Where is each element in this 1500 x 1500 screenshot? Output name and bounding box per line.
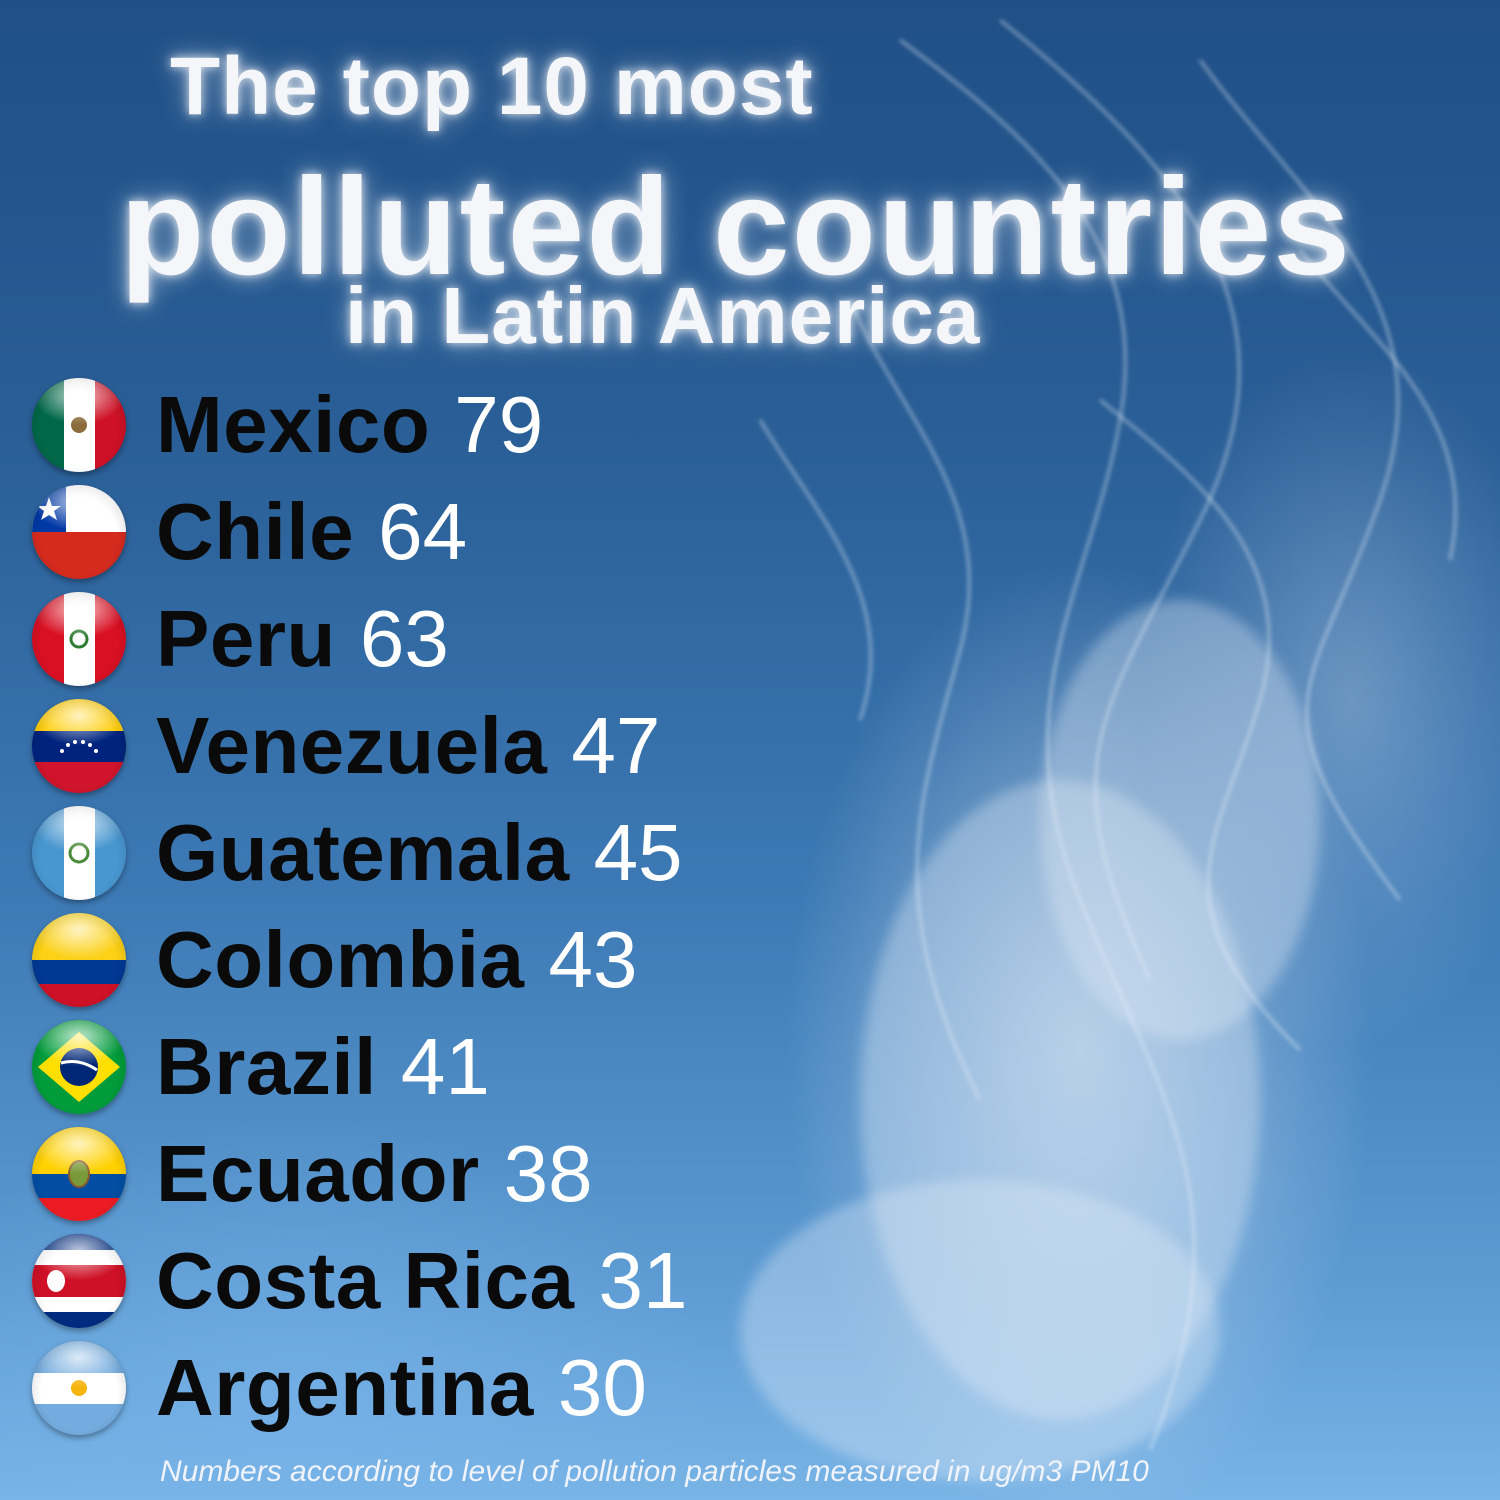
country-name: Argentina — [156, 1343, 534, 1432]
country-name: Venezuela — [156, 701, 548, 790]
country-value: 47 — [571, 701, 661, 790]
country-value: 43 — [548, 915, 638, 1004]
country-name: Mexico — [156, 380, 431, 469]
chile-flag-icon — [32, 485, 126, 579]
country-value: 64 — [378, 487, 468, 576]
country-value: 38 — [503, 1129, 593, 1218]
country-row-brazil: Brazil 41 — [32, 1017, 490, 1117]
country-name: Brazil — [156, 1022, 377, 1111]
country-row-argentina: Argentina 30 — [32, 1338, 647, 1438]
guatemala-flag-icon — [32, 806, 126, 900]
footnote: Numbers according to level of pollution … — [160, 1455, 1149, 1488]
country-name: Chile — [156, 487, 355, 576]
mexico-flag-icon — [32, 378, 126, 472]
country-row-mexico: Mexico 79 — [32, 375, 543, 475]
costa-rica-flag-icon — [32, 1234, 126, 1328]
peru-flag-icon — [32, 592, 126, 686]
title-line-3: in Latin America — [345, 271, 981, 360]
country-row-ecuador: Ecuador 38 — [32, 1124, 593, 1224]
argentina-flag-icon — [32, 1341, 126, 1435]
country-row-peru: Peru 63 — [32, 589, 449, 689]
title-line-1: The top 10 most — [170, 41, 814, 132]
country-value: 63 — [359, 594, 449, 683]
country-name: Ecuador — [156, 1129, 480, 1218]
brazil-flag-icon — [32, 1020, 126, 1114]
country-row-colombia: Colombia 43 — [32, 910, 637, 1010]
venezuela-flag-icon — [32, 699, 126, 793]
country-name: Peru — [156, 594, 336, 683]
country-value: 79 — [454, 380, 544, 469]
country-row-venezuela: Venezuela 47 — [32, 696, 660, 796]
colombia-flag-icon — [32, 913, 126, 1007]
country-name: Colombia — [156, 915, 525, 1004]
country-name: Costa Rica — [156, 1236, 575, 1325]
country-row-costa-rica: Costa Rica 31 — [32, 1231, 687, 1331]
title-line-2: polluted countries — [120, 150, 1353, 304]
country-row-chile: Chile 64 — [32, 482, 467, 582]
ecuador-flag-icon — [32, 1127, 126, 1221]
country-row-guatemala: Guatemala 45 — [32, 803, 683, 903]
country-value: 31 — [598, 1236, 688, 1325]
country-value: 45 — [593, 808, 683, 897]
country-name: Guatemala — [156, 808, 570, 897]
country-value: 41 — [400, 1022, 490, 1111]
country-value: 30 — [557, 1343, 647, 1432]
